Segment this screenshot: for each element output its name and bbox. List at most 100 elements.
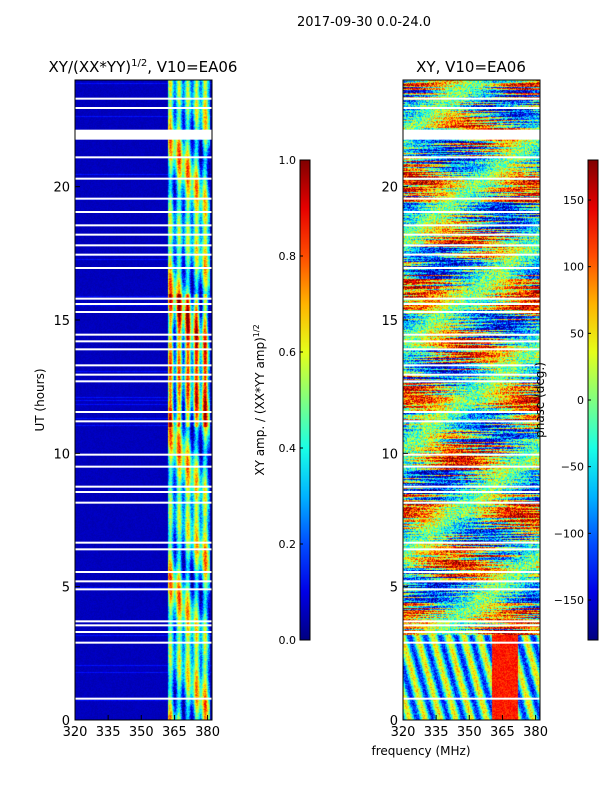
flagged-row-gap [75, 297, 212, 300]
flagged-row-gap [403, 697, 540, 700]
flagged-row-gap [403, 541, 540, 544]
flagged-row-gap [403, 303, 540, 305]
right-axes-frame [402, 79, 541, 721]
x-tick-label: 365 [162, 725, 187, 740]
left-panel-title: XY/(XX*YY)1/2, V10=EA06 [49, 58, 238, 76]
colorbar-tick-label: 100 [563, 261, 584, 274]
flagged-row-gap [403, 97, 540, 100]
flagged-row-gap [403, 364, 540, 367]
flagged-row-gap [75, 588, 212, 591]
flagged-row-gap [403, 620, 540, 623]
x-tick-label: 365 [490, 725, 515, 740]
flagged-row-gap [75, 340, 212, 343]
flagged-row-gap [403, 107, 540, 109]
flagged-row-gap [403, 224, 540, 227]
left-axes-frame [74, 79, 213, 721]
flagged-row-gap [75, 453, 212, 456]
right-heatmap-image [403, 80, 540, 720]
left-colorbar: 0.0 0.2 0.4 0.6 0.8 1.0 [279, 154, 311, 647]
flagged-row-gap [403, 211, 540, 213]
flagged-row-gap [403, 453, 540, 456]
y-tick-label: 15 [381, 314, 398, 329]
flagged-row-gap [75, 548, 212, 551]
flagged-row-gap [75, 491, 212, 493]
flagged-row-gap [403, 373, 540, 376]
flagged-row-gap [403, 340, 540, 343]
colorbar-tick-label: 0.6 [279, 346, 297, 359]
flagged-row-gap [75, 485, 212, 488]
flagged-row-gap [403, 244, 540, 247]
flagged-row-gap [75, 224, 212, 227]
x-tick-label: 320 [63, 725, 88, 740]
flagged-row-gap [75, 133, 212, 140]
y-tick-label: 15 [53, 314, 70, 329]
x-tick-label: 320 [391, 725, 416, 740]
flagged-row-gap [75, 420, 212, 423]
y-tick-label: 0 [390, 714, 398, 729]
flagged-row-gap [75, 501, 212, 504]
flagged-row-gap [75, 244, 212, 247]
flagged-row-gap [403, 380, 540, 383]
flagged-row-gap [75, 333, 212, 336]
flagged-row-gap [75, 631, 212, 633]
flagged-row-gap [403, 129, 540, 136]
colorbar-tick-label: −50 [561, 461, 584, 474]
flagged-row-gap [403, 197, 540, 200]
flagged-row-gap [75, 303, 212, 305]
flagged-row-gap [403, 420, 540, 423]
flagged-row-gap [75, 620, 212, 623]
flagged-row-gap [75, 267, 212, 269]
flagged-row-gap [75, 465, 212, 468]
flagged-row-gap [75, 177, 212, 180]
flagged-row-gap [403, 588, 540, 591]
x-tick-label: 350 [129, 725, 154, 740]
x-tick-label: 380 [523, 725, 548, 740]
left-colorbar-label: XY amp. / (XX*YY amp)1/2 [252, 324, 267, 475]
flagged-row-gap [75, 233, 212, 236]
flagged-row-gap [403, 571, 540, 573]
y-tick-label: 10 [381, 447, 398, 462]
flagged-row-gap [75, 311, 212, 313]
flagged-row-gap [75, 541, 212, 544]
flagged-row-gap [403, 631, 540, 633]
flagged-row-gap [75, 107, 212, 109]
right-colorbar: −150 −100 −50 0 50 100 150 [554, 159, 599, 641]
flagged-row-gap [403, 156, 540, 159]
flagged-row-gap [75, 411, 212, 413]
right-colorbar-label: phase (deg.) [533, 362, 547, 438]
right-heatmap: 320 335 350 365 380 0 5 10 15 20 [381, 79, 548, 740]
flagged-row-gap [403, 297, 540, 300]
y-tick-label: 5 [390, 581, 398, 596]
colorbar-tick-label: 1.0 [279, 154, 297, 167]
flagged-row-gap [403, 267, 540, 269]
x-tick-label: 380 [195, 725, 220, 740]
flagged-row-gap [403, 348, 540, 351]
colorbar-tick-label: 0.0 [279, 634, 297, 647]
flagged-row-gap [75, 380, 212, 383]
flagged-row-gap [403, 133, 540, 140]
left-heatmap-image [75, 80, 212, 720]
flagged-row-gap [403, 333, 540, 336]
flagged-row-gap [403, 311, 540, 313]
flagged-row-gap [403, 580, 540, 583]
colorbar-tick-label: 0.4 [279, 442, 297, 455]
flagged-row-gap [75, 129, 212, 136]
y-tick-label: 20 [53, 181, 70, 196]
flagged-row-gap [75, 697, 212, 700]
flagged-row-gap [403, 491, 540, 493]
figure-suptitle: 2017-09-30 0.0-24.0 [297, 15, 431, 30]
left-heatmap: 320 335 350 365 380 0 5 10 15 20 [53, 79, 220, 740]
flagged-row-gap [403, 177, 540, 180]
flagged-row-gap [75, 348, 212, 351]
flagged-row-gap [75, 641, 212, 644]
flagged-row-gap [403, 233, 540, 236]
flagged-row-gap [75, 580, 212, 583]
flagged-row-gap [403, 624, 540, 627]
y-tick-label: 5 [62, 581, 70, 596]
y-tick-label: 0 [62, 714, 70, 729]
x-tick-label: 335 [96, 725, 121, 740]
left-y-axis-label: UT (hours) [33, 368, 47, 431]
flagged-row-gap [75, 364, 212, 367]
flagged-row-gap [403, 501, 540, 504]
